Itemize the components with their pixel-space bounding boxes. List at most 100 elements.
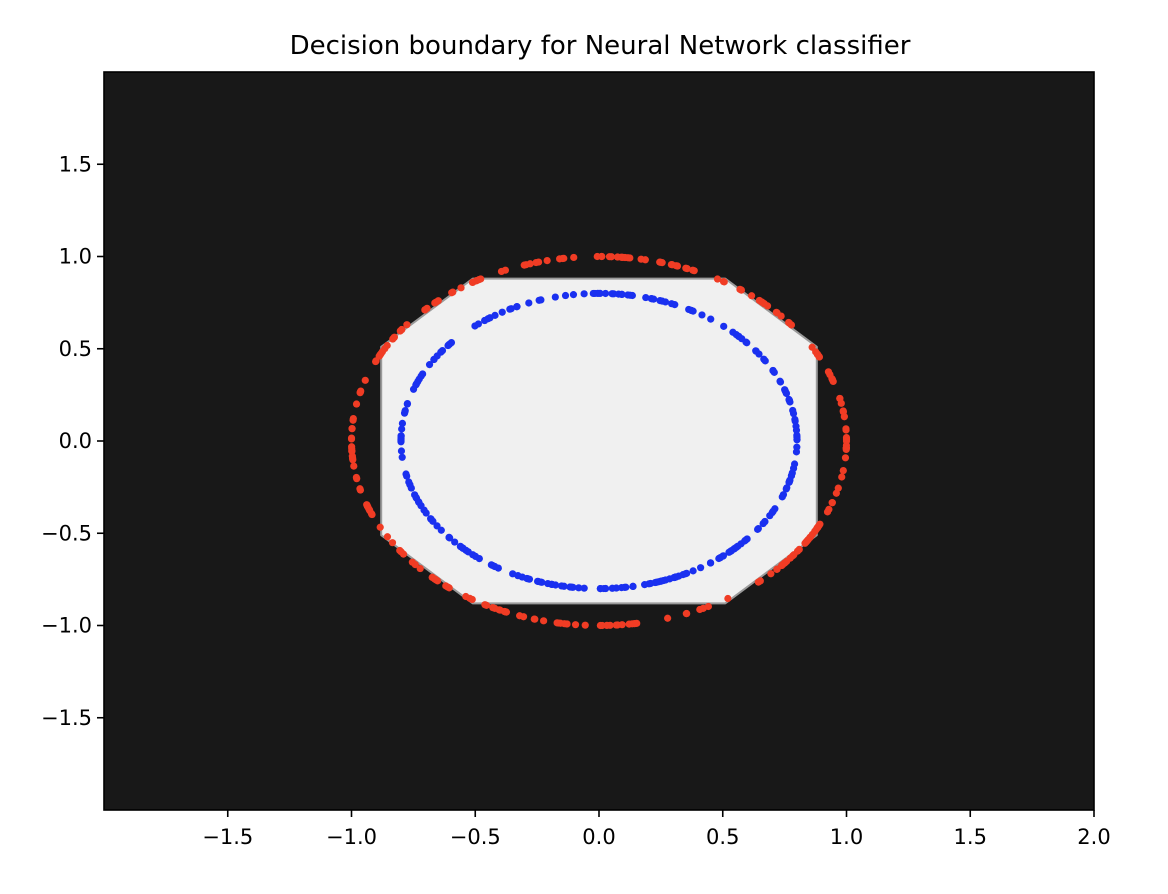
data-point xyxy=(793,547,802,555)
data-point xyxy=(474,320,483,328)
data-point xyxy=(352,473,360,482)
data-point xyxy=(689,567,697,575)
y-tick-label: 0.5 xyxy=(59,337,92,361)
data-point xyxy=(356,485,364,493)
data-point xyxy=(580,584,588,592)
data-point xyxy=(776,377,784,385)
data-point xyxy=(366,506,374,515)
data-point xyxy=(724,594,732,603)
data-point xyxy=(761,517,769,526)
data-point xyxy=(506,305,514,313)
data-point xyxy=(403,321,411,329)
data-point xyxy=(548,580,556,589)
data-point xyxy=(617,253,625,261)
data-point xyxy=(433,352,441,360)
data-point xyxy=(713,275,722,283)
data-point xyxy=(789,552,797,560)
data-point xyxy=(537,296,545,304)
data-point xyxy=(760,300,768,308)
data-point xyxy=(415,498,423,507)
data-point xyxy=(659,576,667,585)
y-tick-label: −0.5 xyxy=(41,521,92,545)
data-point xyxy=(398,419,407,427)
data-point xyxy=(741,537,749,545)
data-point xyxy=(656,258,664,266)
x-tick-label: 1.0 xyxy=(830,825,863,849)
data-point xyxy=(372,357,380,366)
data-point xyxy=(575,584,583,592)
data-point xyxy=(427,515,435,523)
data-point xyxy=(596,585,604,593)
data-point xyxy=(519,613,528,621)
data-point xyxy=(645,580,653,588)
data-point xyxy=(782,389,791,398)
data-point xyxy=(487,561,495,569)
data-point xyxy=(601,289,610,298)
data-point xyxy=(841,454,850,462)
data-point xyxy=(624,291,632,299)
data-point xyxy=(808,530,816,539)
data-point xyxy=(816,520,824,528)
data-point xyxy=(526,260,534,268)
data-point xyxy=(494,564,502,572)
data-point xyxy=(509,570,517,578)
data-point xyxy=(793,435,801,444)
data-point xyxy=(808,343,816,351)
data-point xyxy=(376,523,384,531)
data-point xyxy=(420,506,428,514)
data-point xyxy=(475,276,483,284)
data-point xyxy=(839,408,848,416)
data-point xyxy=(783,557,791,565)
data-point xyxy=(789,406,797,415)
data-point xyxy=(690,267,698,275)
data-point xyxy=(773,565,781,573)
data-point xyxy=(752,347,760,355)
data-point xyxy=(524,575,532,583)
y-tick-label: 1.0 xyxy=(59,245,92,269)
decision-region-inside xyxy=(380,277,818,605)
data-point xyxy=(839,466,847,475)
data-point xyxy=(457,543,465,551)
data-point xyxy=(497,267,506,276)
data-point xyxy=(448,289,456,297)
data-point xyxy=(651,578,659,587)
data-point xyxy=(403,400,411,408)
plot-area xyxy=(103,71,1095,811)
data-point xyxy=(434,297,442,305)
data-point xyxy=(397,447,406,455)
data-point xyxy=(561,291,570,300)
data-point xyxy=(767,570,775,578)
x-tick-label: −1.0 xyxy=(326,825,377,849)
data-point xyxy=(778,493,786,501)
data-point xyxy=(560,254,568,262)
data-point xyxy=(683,265,691,273)
data-point xyxy=(403,472,411,480)
data-point xyxy=(388,539,397,547)
data-point xyxy=(793,443,801,451)
data-point xyxy=(697,564,705,572)
data-point xyxy=(416,564,424,573)
data-point xyxy=(707,315,715,323)
data-point xyxy=(664,614,672,622)
data-point xyxy=(531,615,539,623)
data-point xyxy=(349,456,357,464)
data-point xyxy=(704,602,713,611)
data-point xyxy=(350,462,358,470)
data-point xyxy=(626,254,634,262)
data-point xyxy=(783,484,791,492)
data-point xyxy=(471,552,480,561)
data-point xyxy=(409,385,418,393)
data-point xyxy=(596,621,604,630)
data-point xyxy=(566,583,574,591)
data-point xyxy=(383,533,392,541)
data-point xyxy=(715,554,723,563)
data-point xyxy=(348,424,356,433)
x-tick-label: 0.5 xyxy=(706,825,739,849)
data-point xyxy=(760,355,768,363)
data-point xyxy=(376,351,384,359)
data-point xyxy=(720,322,728,330)
data-point xyxy=(451,538,459,546)
data-point xyxy=(754,525,762,533)
data-point xyxy=(398,326,406,334)
data-point xyxy=(786,398,794,406)
